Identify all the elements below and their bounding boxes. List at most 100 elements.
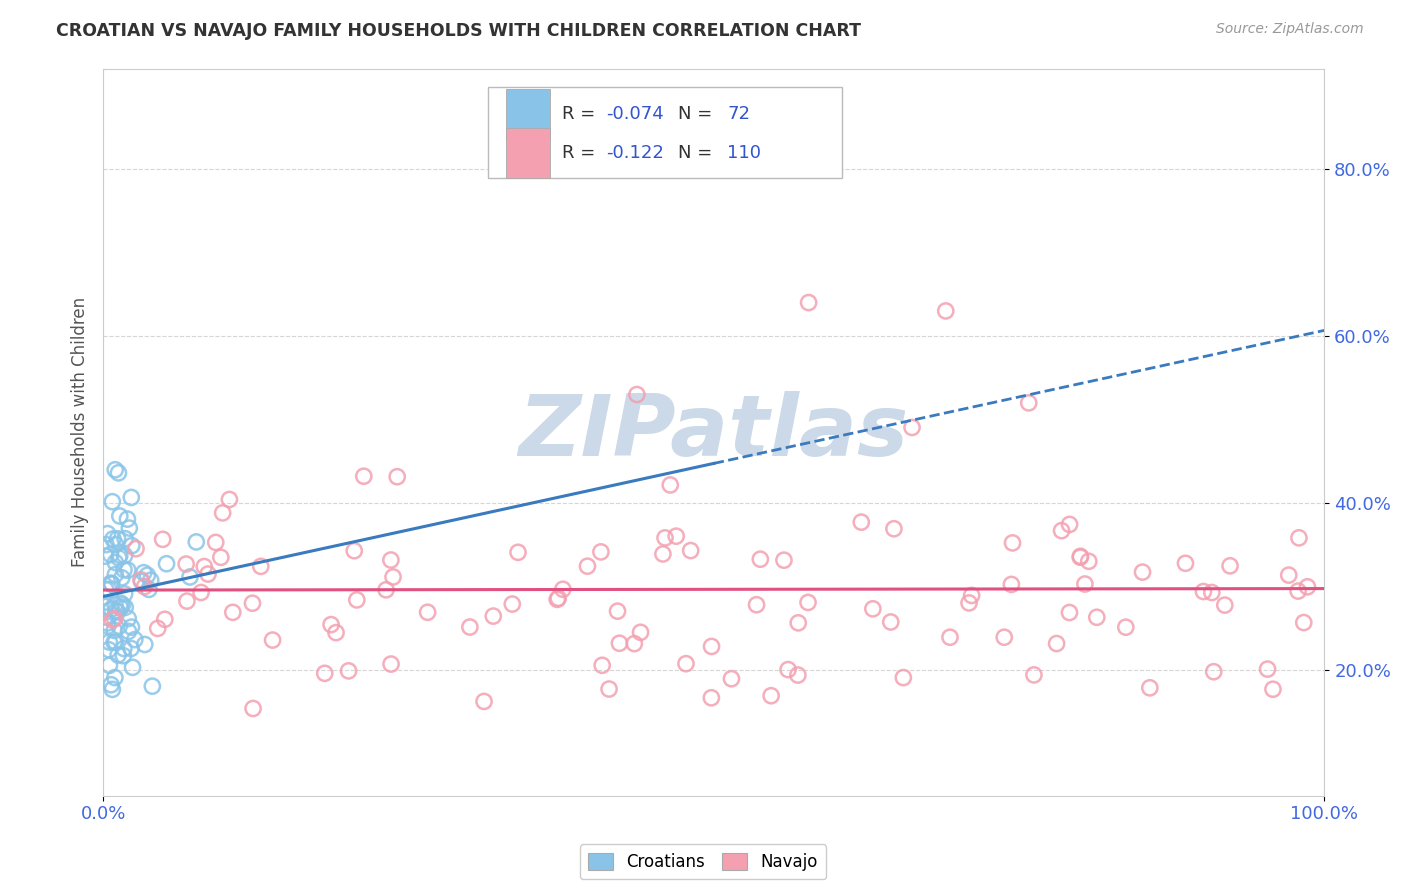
- Point: [120, 491, 142, 505]
- Point: [749, 552, 772, 566]
- Point: [211, 506, 233, 520]
- Point: [104, 598, 127, 612]
- Point: [337, 664, 360, 678]
- Point: [134, 580, 156, 594]
- Point: [759, 689, 782, 703]
- Text: -0.074: -0.074: [606, 104, 664, 123]
- Text: R =: R =: [562, 104, 602, 123]
- Point: [957, 596, 980, 610]
- Point: [121, 620, 143, 634]
- Point: [136, 568, 159, 582]
- Point: [104, 463, 127, 477]
- Point: [851, 515, 873, 529]
- FancyBboxPatch shape: [488, 87, 842, 178]
- Point: [1202, 665, 1225, 679]
- Point: [146, 622, 169, 636]
- Point: [104, 567, 127, 582]
- Point: [778, 663, 800, 677]
- Point: [1257, 662, 1279, 676]
- Point: [1292, 615, 1315, 630]
- Point: [1077, 554, 1099, 568]
- FancyBboxPatch shape: [506, 88, 550, 139]
- Point: [797, 295, 820, 310]
- Text: Source: ZipAtlas.com: Source: ZipAtlas.com: [1216, 22, 1364, 37]
- Point: [97, 619, 120, 633]
- Point: [472, 694, 495, 708]
- Point: [197, 567, 219, 582]
- Point: [132, 566, 155, 580]
- Point: [1192, 584, 1215, 599]
- Point: [606, 604, 628, 618]
- Point: [773, 553, 796, 567]
- Point: [138, 582, 160, 597]
- Point: [117, 563, 139, 577]
- Point: [598, 681, 620, 696]
- Point: [101, 494, 124, 508]
- Point: [891, 671, 914, 685]
- Point: [117, 512, 139, 526]
- Point: [141, 679, 163, 693]
- Point: [901, 420, 924, 434]
- Point: [314, 666, 336, 681]
- Point: [353, 469, 375, 483]
- Text: N =: N =: [678, 104, 718, 123]
- Point: [100, 576, 122, 591]
- Point: [103, 635, 125, 649]
- Point: [346, 593, 368, 607]
- Point: [108, 509, 131, 524]
- Point: [100, 678, 122, 692]
- Point: [1132, 565, 1154, 579]
- Point: [380, 657, 402, 671]
- Text: -0.122: -0.122: [606, 145, 664, 162]
- Point: [745, 598, 768, 612]
- Point: [100, 548, 122, 562]
- Point: [242, 596, 264, 610]
- Point: [114, 532, 136, 546]
- Point: [112, 563, 135, 577]
- Point: [862, 602, 884, 616]
- Point: [100, 576, 122, 591]
- Point: [107, 605, 129, 619]
- Point: [551, 582, 574, 597]
- Point: [1296, 580, 1319, 594]
- Point: [153, 612, 176, 626]
- Point: [117, 611, 139, 625]
- Text: 72: 72: [727, 104, 751, 123]
- Point: [249, 559, 271, 574]
- Point: [679, 543, 702, 558]
- Point: [114, 587, 136, 601]
- Point: [659, 478, 682, 492]
- Point: [101, 532, 124, 546]
- Point: [319, 617, 342, 632]
- Point: [385, 469, 408, 483]
- Point: [1288, 531, 1310, 545]
- Point: [262, 633, 284, 648]
- Point: [1050, 524, 1073, 538]
- Point: [139, 573, 162, 587]
- Point: [609, 636, 631, 650]
- Point: [104, 538, 127, 552]
- Point: [935, 304, 957, 318]
- Point: [1059, 606, 1081, 620]
- Text: N =: N =: [678, 145, 718, 162]
- Point: [325, 625, 347, 640]
- Point: [1286, 584, 1309, 599]
- Point: [1139, 681, 1161, 695]
- Point: [96, 615, 118, 630]
- Legend: Croatians, Navajo: Croatians, Navajo: [579, 845, 827, 880]
- Point: [94, 610, 117, 624]
- Point: [103, 612, 125, 626]
- Point: [787, 615, 810, 630]
- Point: [993, 630, 1015, 644]
- Point: [1115, 620, 1137, 634]
- Point: [375, 582, 398, 597]
- Point: [114, 600, 136, 615]
- Point: [675, 657, 697, 671]
- Text: CROATIAN VS NAVAJO FAMILY HOUSEHOLDS WITH CHILDREN CORRELATION CHART: CROATIAN VS NAVAJO FAMILY HOUSEHOLDS WIT…: [56, 22, 862, 40]
- Point: [125, 541, 148, 556]
- Point: [186, 535, 208, 549]
- Point: [501, 597, 523, 611]
- Point: [190, 585, 212, 599]
- Point: [103, 624, 125, 638]
- Point: [100, 602, 122, 616]
